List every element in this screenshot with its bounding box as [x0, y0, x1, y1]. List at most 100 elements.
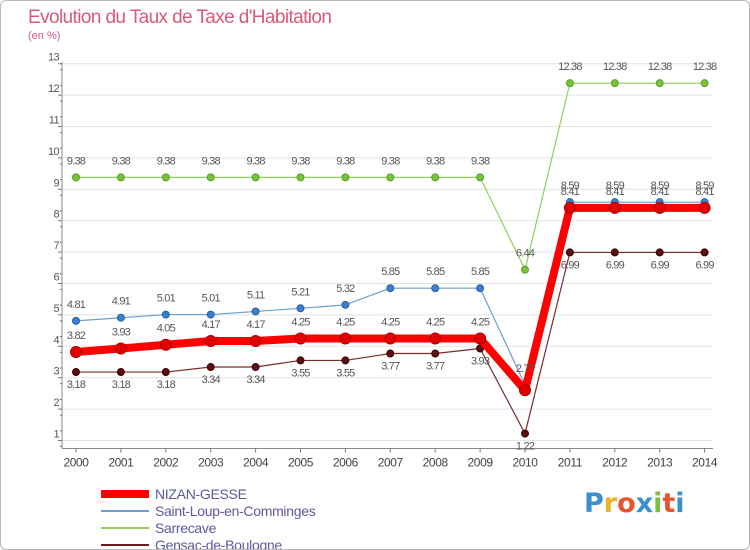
data-label: 8.59 — [651, 180, 670, 192]
data-label: 3.77 — [426, 361, 445, 373]
data-label: 5.01 — [202, 293, 221, 305]
legend-swatch — [101, 544, 149, 546]
data-point — [204, 334, 217, 347]
x-tick-label: 2005 — [288, 456, 314, 470]
data-label: 6.99 — [561, 259, 580, 271]
data-label: 3.18 — [157, 379, 176, 391]
legend-item-nizan-gesse: NIZAN-GESSE — [101, 486, 421, 503]
data-point — [610, 248, 619, 257]
x-tick-label: 2011 — [558, 456, 583, 470]
data-point — [161, 310, 170, 319]
data-point — [431, 173, 440, 182]
y-tick-label: 11 — [49, 115, 60, 127]
data-point — [384, 332, 397, 345]
data-point — [206, 363, 215, 372]
data-label: 4.25 — [381, 316, 400, 328]
data-label: 3.55 — [291, 367, 310, 379]
data-point — [161, 368, 170, 377]
x-tick-label: 2000 — [63, 456, 89, 470]
x-tick-label: 2012 — [602, 456, 628, 470]
data-point — [251, 173, 260, 182]
data-label: 4.25 — [291, 316, 310, 328]
data-point — [608, 201, 621, 214]
y-tick-label: 13 — [48, 52, 60, 64]
y-tick-label: 8 — [53, 209, 59, 221]
data-point — [563, 201, 576, 214]
logo-letter: i — [675, 488, 685, 519]
data-point — [251, 363, 260, 372]
data-label: 12.38 — [648, 61, 672, 73]
legend: NIZAN-GESSE Saint-Loup-en-Comminges Sarr… — [101, 486, 421, 550]
data-label: 3.82 — [67, 330, 86, 342]
data-label: 3.18 — [67, 379, 86, 391]
data-point — [476, 284, 485, 293]
data-point — [341, 356, 350, 365]
data-point — [386, 284, 395, 293]
data-label: 3.77 — [381, 361, 400, 373]
series-lines — [70, 79, 711, 438]
data-label: 8.41 — [561, 186, 580, 198]
data-label: 4.81 — [67, 299, 86, 311]
data-point — [700, 79, 709, 88]
legend-item-gensac: Gensac-de-Boulogne — [101, 537, 421, 550]
data-point — [206, 310, 215, 319]
data-label: 12.38 — [693, 61, 717, 73]
data-point — [116, 173, 125, 182]
data-label: 5.11 — [247, 289, 265, 301]
x-axis: 2000 2001 2002 2003 2004 2005 2006 2007 2008 2009… — [62, 448, 718, 470]
data-label: 6.44 — [516, 248, 535, 260]
logo-letter: x — [635, 488, 654, 519]
proxiti-logo: Proxiti — [584, 488, 685, 519]
x-tick-label: 2002 — [153, 456, 179, 470]
data-point — [249, 334, 262, 347]
data-point — [296, 304, 305, 313]
legend-item-saint-loup: Saint-Loup-en-Comminges — [101, 503, 421, 520]
data-point — [565, 79, 574, 88]
y-tick-label: 7 — [53, 240, 59, 252]
data-label: 9.38 — [381, 155, 400, 167]
data-label: 8.41 — [651, 186, 670, 198]
legend-swatch — [101, 527, 149, 529]
logo-letter: t — [662, 488, 676, 519]
data-point — [339, 332, 352, 345]
data-point — [565, 248, 574, 257]
x-tick-label: 2006 — [333, 456, 359, 470]
data-label: 3.55 — [336, 367, 355, 379]
data-point — [114, 342, 127, 355]
x-tick-label: 2010 — [512, 456, 538, 470]
data-point — [521, 429, 529, 438]
data-point — [700, 248, 709, 257]
data-point — [474, 332, 487, 345]
data-label: 9.38 — [157, 155, 176, 167]
legend-label: Gensac-de-Boulogne — [155, 537, 282, 550]
logo-letter: r — [603, 488, 618, 519]
data-labels: 9.38 9.38 9.38 9.38 9.38 9.38 9.38 9.38 9.38 9.38… — [67, 61, 718, 452]
data-point — [610, 79, 619, 88]
data-label: 9.38 — [67, 155, 86, 167]
data-point — [431, 349, 440, 358]
data-label: 5.32 — [336, 283, 355, 295]
data-point — [655, 248, 664, 257]
y-tick-label: 6 — [53, 272, 59, 284]
data-label: 6.99 — [695, 259, 714, 271]
x-tick-label: 2007 — [378, 456, 404, 470]
y-tick-label: 5 — [53, 303, 59, 315]
logo-letter: i — [653, 488, 663, 519]
data-label: 4.25 — [336, 316, 355, 328]
data-label: 9.38 — [112, 155, 131, 167]
x-tick-label: 2003 — [198, 456, 224, 470]
data-label: 9.38 — [336, 155, 355, 167]
y-tick-label: 1 — [53, 429, 59, 441]
x-tick-label: 2013 — [647, 456, 673, 470]
data-label: 8.59 — [561, 180, 580, 192]
data-point — [476, 173, 485, 182]
x-tick-label: 2014 — [692, 456, 718, 470]
data-point — [72, 316, 80, 325]
data-label: 9.38 — [291, 155, 310, 167]
y-tick-label: 12 — [48, 83, 60, 95]
legend-label: NIZAN-GESSE — [155, 486, 247, 502]
data-label: 3.93 — [112, 326, 131, 338]
logo-letter: P — [584, 488, 604, 519]
